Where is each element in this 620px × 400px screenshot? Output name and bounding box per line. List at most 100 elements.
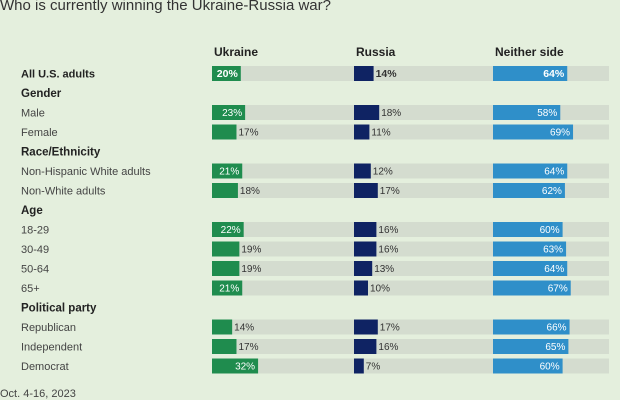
bar-track [354, 339, 494, 354]
data-label: 17% [380, 323, 400, 334]
bar-track [212, 124, 356, 140]
column-header-neither-side: Neither side [495, 45, 564, 59]
group-label: Race/Ethnicity [21, 147, 101, 159]
bar-track [354, 261, 494, 276]
bar-track [212, 339, 356, 354]
bar-ukraine [212, 222, 244, 237]
bar-russia [354, 66, 374, 81]
data-label: 23% [222, 108, 242, 119]
bar-neither-side [493, 280, 571, 296]
bar-track [212, 319, 356, 335]
data-label: 21% [219, 284, 239, 295]
data-label: 69% [550, 128, 570, 139]
row-label: 18-29 [21, 225, 49, 237]
bar-russia [354, 124, 370, 140]
bar-russia [354, 222, 377, 237]
data-label: 11% [371, 128, 390, 139]
bar-neither-side [493, 163, 568, 179]
bar-ukraine [212, 339, 237, 354]
data-label: 14% [376, 68, 398, 80]
bar-ukraine [212, 319, 233, 335]
data-label: 21% [219, 167, 239, 178]
row-label: All U.S. adults [21, 69, 95, 81]
data-label: 20% [217, 68, 239, 80]
bar-neither-side [493, 319, 570, 335]
bar-ukraine [212, 163, 243, 179]
bar-russia [354, 183, 378, 198]
data-label: 64% [544, 264, 564, 275]
column-header-russia: Russia [356, 45, 396, 59]
bar-track [354, 163, 494, 179]
bar-russia [354, 339, 377, 354]
bar-neither-side [493, 183, 565, 198]
data-label: 13% [374, 264, 394, 275]
footnote: Oct. 4-16, 2023 [0, 388, 76, 400]
group-label: Political party [21, 303, 97, 315]
data-label: 10% [370, 284, 390, 295]
bar-russia [354, 261, 373, 276]
bar-ukraine [212, 105, 246, 120]
bar-ukraine [212, 261, 240, 276]
data-label: 16% [378, 342, 398, 353]
bar-russia [354, 105, 380, 120]
bar-track [212, 280, 356, 296]
row-label: 30-49 [21, 244, 49, 256]
data-label: 17% [238, 128, 258, 139]
bar-track [354, 66, 494, 81]
bar-neither-side [493, 241, 567, 257]
data-label: 58% [537, 108, 557, 119]
bar-neither-side [493, 222, 563, 237]
data-label: 60% [540, 225, 560, 236]
data-label: 14% [234, 323, 254, 334]
bar-russia [354, 163, 371, 179]
row-label: Republican [21, 322, 76, 334]
row-label: Democrat [21, 361, 69, 373]
data-label: 67% [548, 284, 568, 295]
data-label: 32% [235, 362, 255, 373]
bar-russia [354, 358, 364, 374]
bar-neither-side [493, 124, 574, 140]
bar-track [354, 319, 494, 335]
data-label: 7% [366, 362, 381, 373]
data-label: 18% [381, 108, 401, 119]
bar-track [354, 241, 494, 257]
data-label: 22% [221, 225, 241, 236]
bar-track [212, 222, 356, 237]
column-header-ukraine: Ukraine [214, 45, 258, 59]
row-label: Independent [21, 342, 82, 354]
bar-neither-side [493, 261, 568, 276]
bar-russia [354, 319, 378, 335]
bar-track [354, 280, 494, 296]
bar-track [212, 241, 356, 257]
group-label: Age [21, 205, 43, 217]
bar-track [212, 261, 356, 276]
bar-ukraine [212, 66, 241, 81]
data-label: 62% [542, 186, 562, 197]
bar-russia [354, 241, 377, 257]
data-label: 18% [240, 186, 260, 197]
bar-neither-side [493, 358, 563, 374]
bar-ukraine [212, 358, 259, 374]
row-label: Non-Hispanic White adults [21, 166, 151, 178]
data-label: 16% [378, 245, 398, 256]
group-label: Gender [21, 88, 62, 100]
bar-neither-side [493, 339, 569, 354]
row-label: Male [21, 108, 45, 120]
chart-title: Who is currently winning the Ukraine-Rus… [0, 0, 331, 14]
bar-ukraine [212, 280, 243, 296]
row-label: 50-64 [21, 264, 49, 276]
data-label: 63% [543, 245, 563, 256]
data-label: 65% [545, 342, 565, 353]
bar-ukraine [212, 183, 238, 198]
row-label: Female [21, 127, 58, 139]
data-label: 19% [241, 245, 261, 256]
bar-track [354, 105, 494, 120]
data-label: 17% [380, 186, 400, 197]
row-label: Non-White adults [21, 186, 106, 198]
data-label: 66% [547, 323, 567, 334]
row-label: 65+ [21, 283, 40, 295]
data-label: 60% [540, 362, 560, 373]
bar-russia [354, 280, 368, 296]
bar-neither-side [493, 66, 568, 81]
